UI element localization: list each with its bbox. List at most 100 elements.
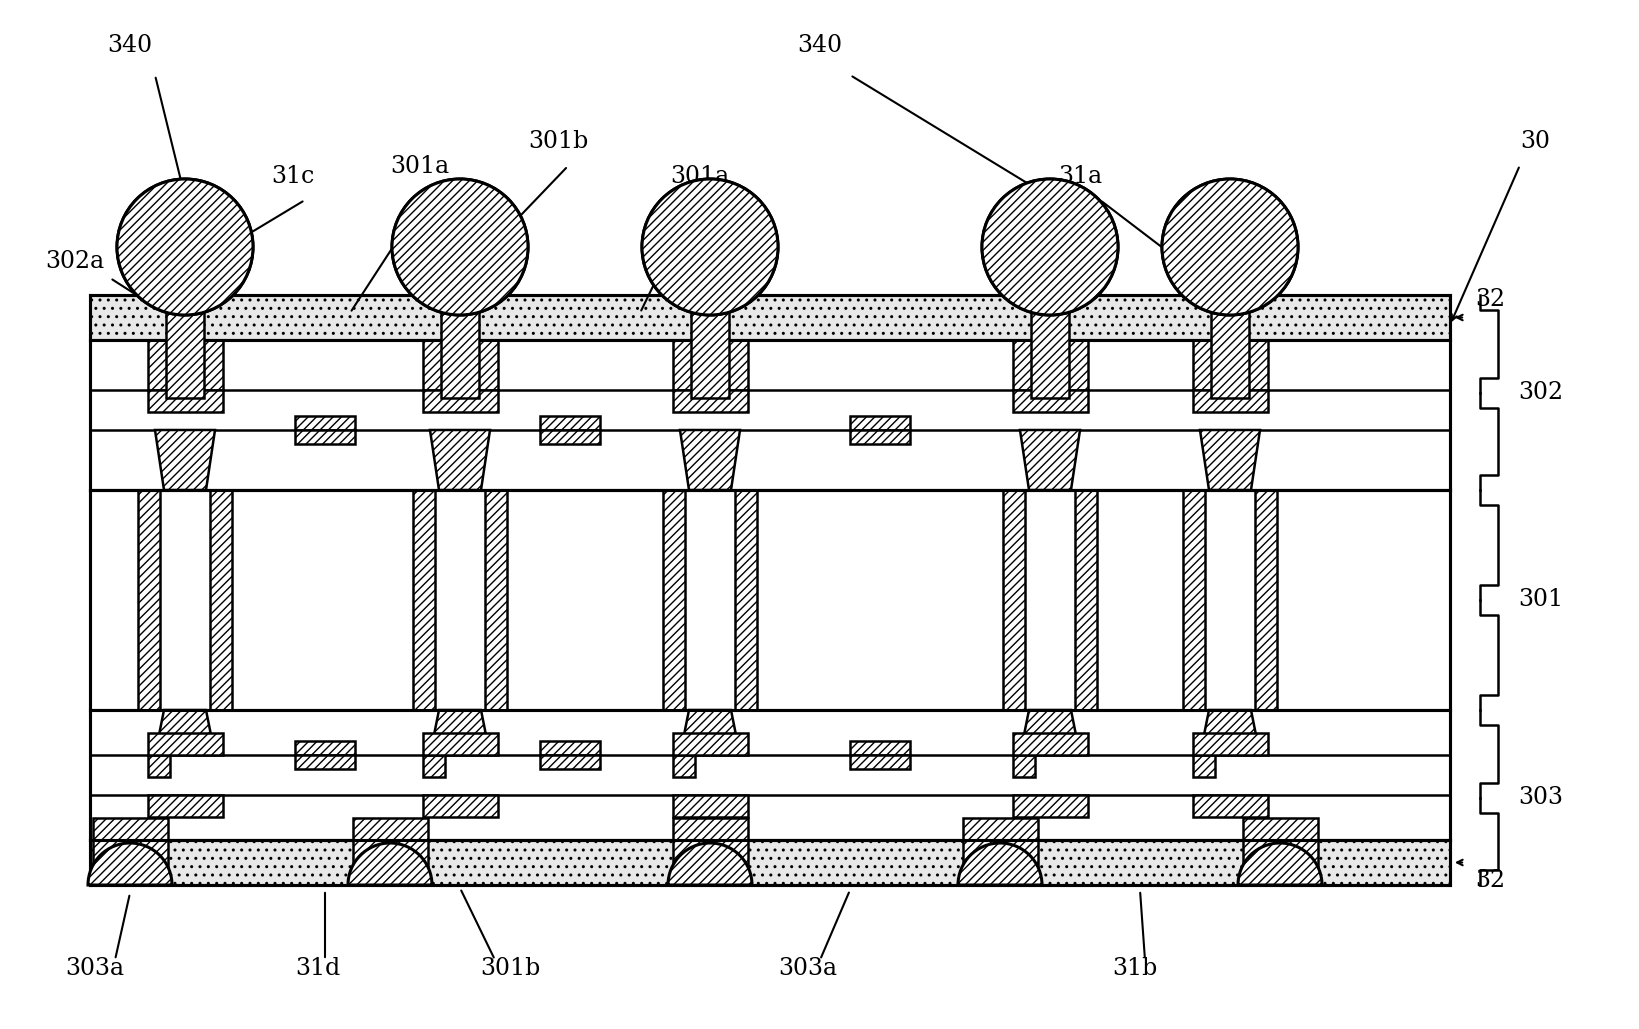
Bar	[93, 818, 169, 840]
Circle shape	[642, 179, 779, 315]
Bar	[1211, 295, 1249, 398]
Polygon shape	[1019, 710, 1080, 755]
Circle shape	[1162, 179, 1298, 315]
Bar	[674, 840, 747, 885]
Circle shape	[116, 179, 252, 315]
Text: 31c: 31c	[272, 165, 315, 188]
Bar	[1075, 490, 1096, 710]
Bar	[964, 840, 1037, 885]
Wedge shape	[1237, 843, 1323, 885]
Bar	[295, 416, 356, 430]
Bar	[539, 430, 600, 443]
Polygon shape	[1019, 430, 1080, 490]
Wedge shape	[669, 843, 752, 885]
Bar	[1242, 818, 1318, 840]
Bar	[148, 340, 223, 390]
Wedge shape	[959, 843, 1042, 885]
Bar	[734, 490, 757, 710]
Text: 303a: 303a	[66, 957, 125, 980]
Bar	[1013, 340, 1088, 390]
Bar	[539, 416, 600, 430]
Bar	[148, 390, 223, 412]
Circle shape	[392, 179, 528, 315]
Polygon shape	[429, 710, 490, 755]
Circle shape	[116, 179, 252, 315]
Bar	[674, 755, 695, 777]
Bar	[138, 490, 161, 710]
Bar	[413, 490, 434, 710]
Bar	[539, 741, 600, 755]
Text: 301: 301	[1518, 589, 1564, 611]
Polygon shape	[156, 710, 215, 755]
Text: 31b: 31b	[1113, 957, 1157, 980]
Bar	[90, 710, 1451, 840]
Polygon shape	[156, 430, 215, 490]
Text: 302a: 302a	[46, 250, 105, 273]
Bar	[166, 295, 203, 398]
Bar	[90, 295, 1451, 340]
Bar	[295, 755, 356, 769]
Text: 32: 32	[1475, 288, 1505, 311]
Circle shape	[642, 179, 779, 315]
Text: 301a: 301a	[390, 155, 449, 178]
Bar	[674, 818, 747, 840]
Bar	[423, 795, 498, 817]
Polygon shape	[680, 430, 739, 490]
Bar	[148, 795, 223, 817]
Circle shape	[982, 179, 1118, 315]
Bar	[423, 390, 498, 412]
Bar	[423, 340, 498, 390]
Bar	[295, 741, 356, 755]
Bar	[1242, 840, 1318, 885]
Bar	[1013, 733, 1088, 755]
Text: 340: 340	[798, 34, 842, 57]
Text: 32: 32	[1475, 870, 1505, 892]
Bar	[1193, 755, 1214, 777]
Text: 302a: 302a	[1180, 214, 1239, 237]
Bar	[90, 490, 1451, 710]
Bar	[90, 340, 1451, 490]
Bar	[1255, 490, 1277, 710]
Bar	[539, 755, 600, 769]
Polygon shape	[429, 430, 490, 490]
Bar	[423, 755, 446, 777]
Bar	[352, 840, 428, 885]
Polygon shape	[1200, 430, 1260, 490]
Bar	[148, 755, 170, 777]
Bar	[210, 490, 233, 710]
Text: 303a: 303a	[779, 957, 838, 980]
Bar	[90, 840, 1451, 885]
Text: 301b: 301b	[528, 130, 588, 153]
Bar	[851, 741, 910, 755]
Circle shape	[982, 179, 1118, 315]
Wedge shape	[89, 843, 172, 885]
Bar	[1003, 490, 1024, 710]
Bar	[1183, 490, 1205, 710]
Bar	[1013, 795, 1088, 817]
Circle shape	[1162, 179, 1298, 315]
Polygon shape	[1200, 710, 1260, 755]
Bar	[93, 840, 169, 885]
Text: 301b: 301b	[480, 957, 541, 980]
Text: 31a: 31a	[1057, 165, 1101, 188]
Bar	[851, 416, 910, 430]
Bar	[692, 295, 729, 398]
Bar	[1193, 795, 1269, 817]
Circle shape	[392, 179, 528, 315]
Polygon shape	[680, 710, 739, 755]
Bar	[851, 755, 910, 769]
Wedge shape	[347, 843, 433, 885]
Bar	[674, 390, 747, 412]
Bar	[1013, 390, 1088, 412]
Bar	[664, 490, 685, 710]
Bar	[1013, 755, 1034, 777]
Bar	[148, 733, 223, 755]
Bar	[1193, 390, 1269, 412]
Bar	[352, 818, 428, 840]
Bar	[851, 430, 910, 443]
Bar	[441, 295, 479, 398]
Text: 340: 340	[108, 34, 152, 57]
Bar	[964, 818, 1037, 840]
Bar	[1031, 295, 1069, 398]
Text: 302: 302	[1518, 381, 1564, 404]
